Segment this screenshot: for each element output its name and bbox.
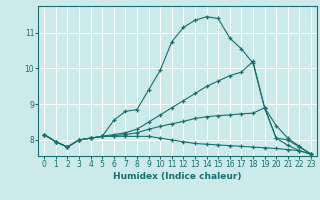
X-axis label: Humidex (Indice chaleur): Humidex (Indice chaleur) bbox=[113, 172, 242, 181]
